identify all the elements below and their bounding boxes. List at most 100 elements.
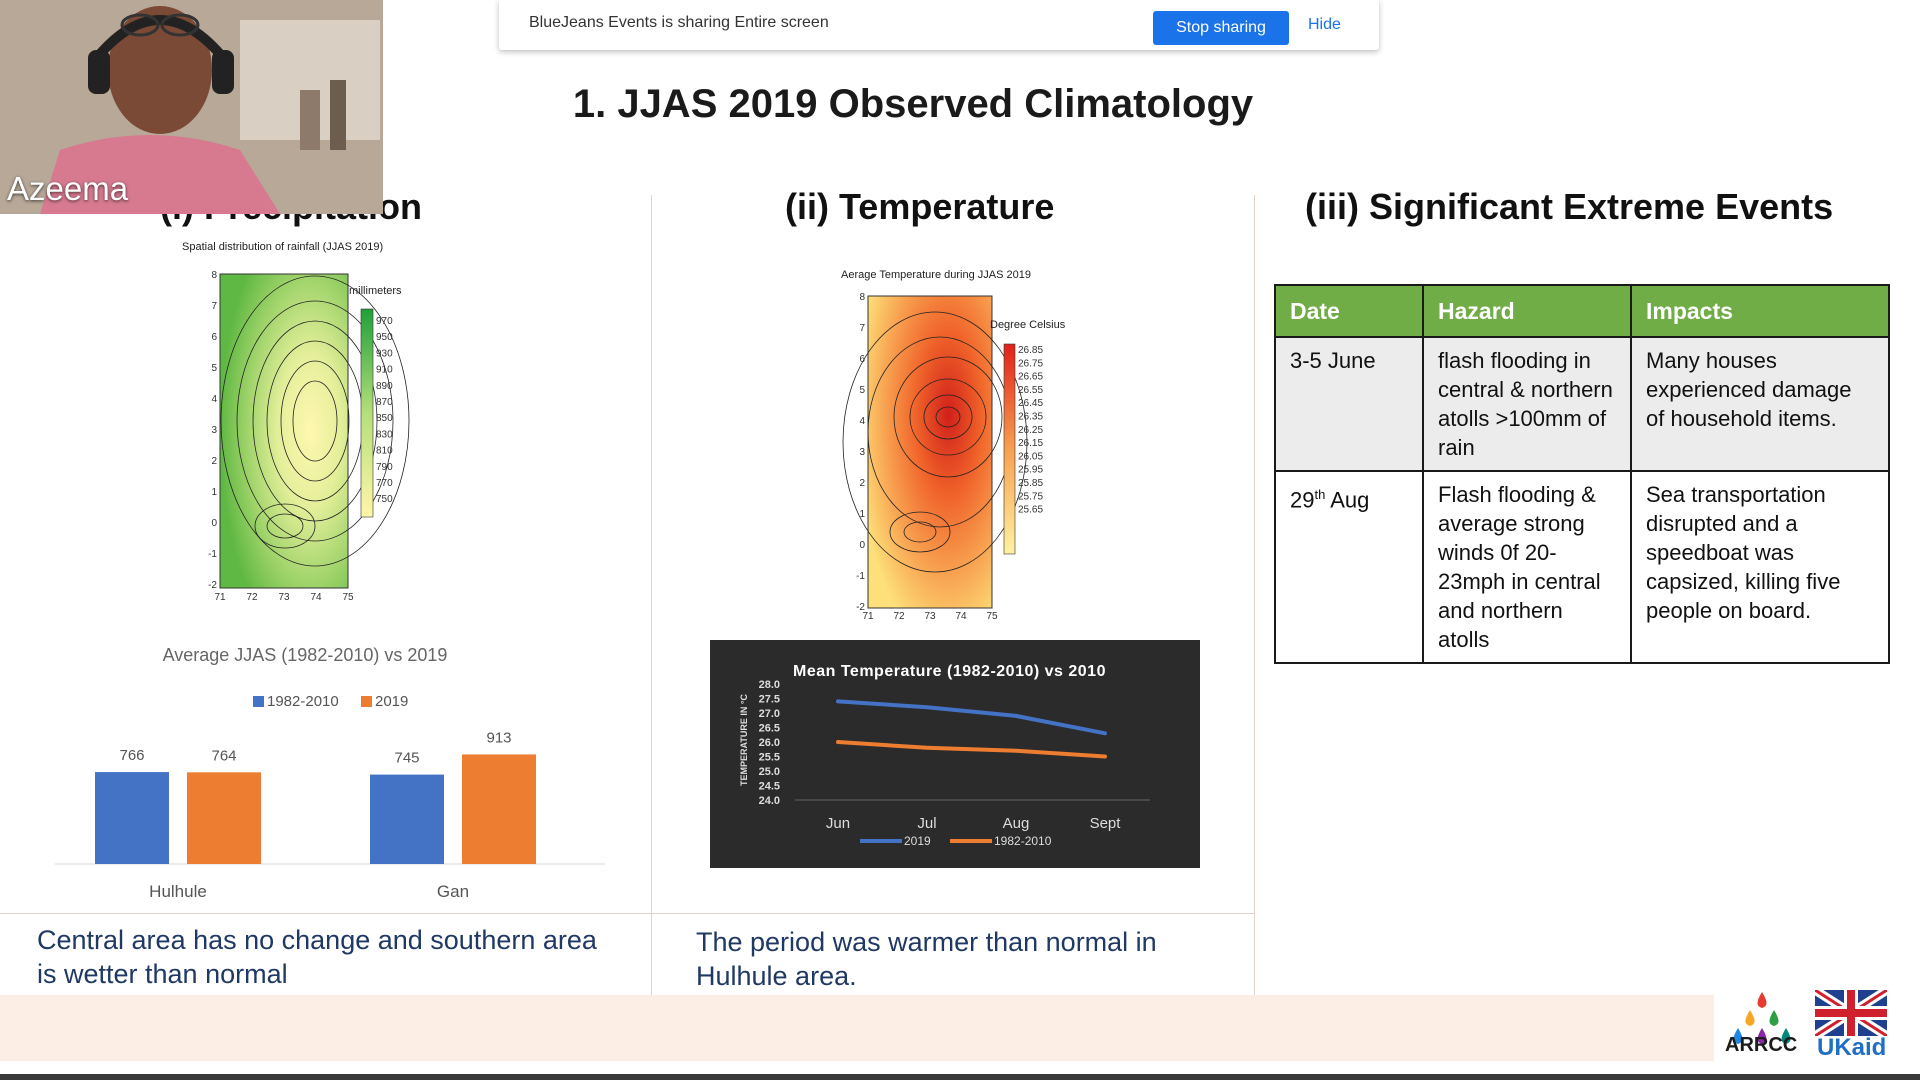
rain-x-tick: 73	[278, 592, 290, 603]
line-chart-background	[710, 640, 1200, 868]
precipitation-caption: Central area has no change and southern …	[37, 925, 597, 989]
hide-link[interactable]: Hide	[1308, 16, 1341, 33]
line-x-tick: Jul	[917, 815, 936, 832]
stop-sharing-button[interactable]: Stop sharing	[1153, 11, 1289, 45]
rain-x-tick: 72	[246, 592, 258, 603]
temp-legend-label: 26.55	[1018, 385, 1043, 396]
temp-y-tick: 1	[859, 509, 865, 520]
temp-legend-label: 25.65	[1018, 505, 1043, 516]
line-y-tick: 24.0	[759, 795, 780, 807]
line-y-axis-label: TEMPERATURE IN °C	[739, 694, 749, 786]
rain-legend-label: 850	[376, 413, 393, 424]
temp-legend-label: 26.75	[1018, 358, 1043, 369]
rain-x-tick: 75	[342, 592, 354, 603]
temp-y-tick: 2	[859, 478, 865, 489]
line-chart-svg: Mean Temperature (1982-2010) vs 2010 28.0…	[710, 640, 1200, 868]
rain-legend: 970 950 930 910 890 870 850 830 810 790 770 750	[376, 316, 393, 505]
line-legend-label: 2019	[904, 834, 931, 848]
rain-y-tick: 4	[211, 394, 217, 405]
temp-legend: 26.85 26.75 26.65 26.55 26.45 26.35 26.25 26.15…	[1018, 345, 1043, 516]
slide-title: 1. JJAS 2019 Observed Climatology	[572, 82, 1254, 126]
rainfall-bar-chart: Average JJAS (1982-2010) vs 2019 1982-201…	[40, 636, 620, 906]
table-header-row: Date Hazard Impacts	[1274, 284, 1890, 338]
rain-y-tick: 7	[211, 301, 217, 312]
row1-date: 3-5 June	[1274, 336, 1424, 472]
arrcc-logo-text: ARRCC	[1725, 1034, 1798, 1056]
rain-x-tick: 71	[214, 592, 226, 603]
rain-legend-label: 930	[376, 348, 393, 359]
temp-map-title: Aerage Temperature during JJAS 2019	[841, 269, 1031, 281]
rain-y-tick: 8	[211, 270, 217, 281]
legend-label: 2019	[375, 693, 408, 710]
participant-name: Azeema	[7, 170, 129, 207]
line-series	[836, 699, 1107, 736]
row2-hazard: Flash flooding & average strong winds 0f…	[1422, 470, 1632, 664]
rain-legend-label: 890	[376, 381, 393, 392]
rainfall-map: Spatial distribution of rainfall (JJAS 2…	[165, 236, 430, 606]
legend-swatch	[361, 696, 372, 707]
temp-unit: Degree Celsius	[990, 319, 1066, 331]
rain-y-tick: 0	[211, 518, 217, 529]
temp-x-tick: 74	[955, 611, 967, 622]
header-hazard: Hazard	[1422, 284, 1632, 338]
temp-legend-label: 26.25	[1018, 425, 1043, 436]
line-chart-title: Mean Temperature (1982-2010) vs 2010	[793, 663, 1106, 680]
rain-x-tick: 74	[310, 592, 322, 603]
slide-footer-band	[0, 995, 1714, 1061]
bar	[95, 772, 169, 864]
temp-y-tick: 4	[859, 416, 865, 427]
temp-x-tick: 75	[986, 611, 998, 622]
rain-y-tick: 2	[211, 456, 217, 467]
rain-legend-label: 750	[376, 494, 393, 505]
bar-chart-svg: Average JJAS (1982-2010) vs 2019 1982-201…	[55, 645, 605, 901]
temp-y-ticks: 8 7 6 5 4 3 2 1 0 -1 -2	[856, 292, 865, 613]
rain-legend-label: 790	[376, 462, 393, 473]
bar-chart-title: Average JJAS (1982-2010) vs 2019	[163, 645, 448, 665]
line-y-tick: 27.5	[759, 694, 780, 706]
bar	[187, 772, 261, 864]
line-x-tick: Aug	[1003, 815, 1030, 832]
temp-legend-label: 26.45	[1018, 398, 1043, 409]
line-x-tick: Sept	[1090, 815, 1122, 832]
line-y-tick: 26.0	[759, 737, 780, 749]
bar	[370, 774, 444, 864]
row2-date-day: 29	[1290, 487, 1315, 513]
temp-x-tick: 72	[893, 611, 905, 622]
rain-x-ticks: 71 72 73 74 75	[214, 592, 354, 603]
rain-y-ticks: 8 7 6 5 4 3 2 1 0 -1 -2	[208, 270, 217, 591]
line-legend-label: 1982-2010	[994, 834, 1052, 848]
extreme-events-title: (iii) Significant Extreme Events	[1305, 186, 1834, 227]
bar-category-label: Gan	[437, 882, 469, 901]
temperature-map: Aerage Temperature during JJAS 2019 Degr…	[840, 262, 1070, 622]
rain-y-tick: -2	[208, 580, 217, 591]
share-status-text: BlueJeans Events is sharing Entire scree…	[529, 14, 829, 31]
temp-x-tick: 73	[924, 611, 936, 622]
temp-y-tick: 3	[859, 447, 865, 458]
legend-label: 1982-2010	[267, 693, 339, 710]
participant-image	[0, 0, 383, 214]
rain-unit: millimeters	[349, 285, 402, 297]
bar-data-label: 745	[394, 750, 419, 767]
temperature-title: (ii) Temperature	[785, 186, 1055, 227]
line-y-tick: 26.5	[759, 723, 780, 735]
rain-legend-label: 870	[376, 397, 393, 408]
bottom-bar	[0, 1074, 1920, 1080]
temp-legend-label: 26.05	[1018, 451, 1043, 462]
line-y-tick: 27.0	[759, 708, 780, 720]
row2-impacts: Sea transportation disrupted and a speed…	[1630, 470, 1890, 664]
temp-legend-label: 26.15	[1018, 438, 1043, 449]
rain-legend-label: 910	[376, 365, 393, 376]
rain-legend-label: 810	[376, 446, 393, 457]
line-y-tick: 28.0	[759, 679, 780, 691]
bar	[462, 754, 536, 864]
legend-swatch	[253, 696, 264, 707]
temperature-caption: The period was warmer than normal in Hul…	[696, 927, 1157, 991]
arrcc-logo: ARRCC	[1722, 988, 1802, 1072]
temp-legend-label: 25.75	[1018, 491, 1043, 502]
temp-legend-label: 26.35	[1018, 412, 1043, 423]
webcam-video	[0, 0, 383, 214]
arrcc-logo-icon	[1733, 992, 1791, 1044]
line-x-tick: Jun	[826, 815, 850, 832]
rain-y-tick: -1	[208, 549, 217, 560]
temp-y-tick: 8	[859, 292, 865, 303]
